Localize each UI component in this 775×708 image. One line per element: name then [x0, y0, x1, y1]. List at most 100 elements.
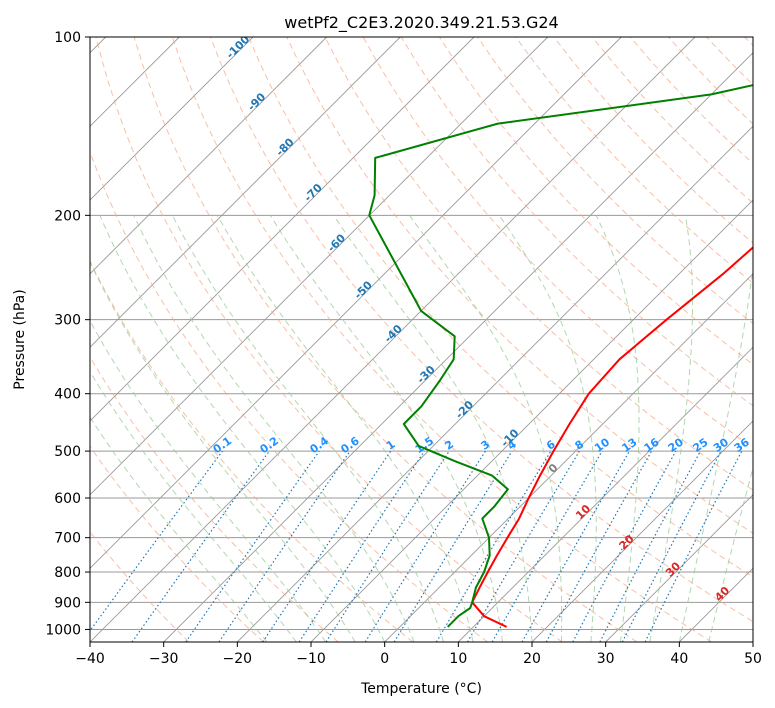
isotherm-line [310, 199, 753, 642]
dry-adiabat-line [90, 259, 414, 642]
dewpoint-line [368, 84, 753, 628]
dry-adiabat-line [90, 531, 190, 642]
dry-adiabat-line [286, 37, 753, 534]
mixing-ratio-line [90, 450, 223, 632]
dry-adiabat-line [95, 37, 563, 642]
mixing-ratio-label: 0.4 [308, 434, 332, 456]
dry-adiabat-line [210, 37, 753, 623]
isotherm-line [457, 346, 753, 642]
isotherm-line [163, 52, 753, 642]
isotherm-line [678, 567, 753, 642]
y-tick-label: 900 [54, 595, 81, 611]
dry-adiabat-line [90, 150, 488, 642]
dry-adiabat-line [744, 37, 753, 47]
isotherm-line [90, 37, 549, 496]
dry-adiabat-line [90, 445, 264, 642]
mixing-ratio-label: 1.5 [413, 434, 436, 456]
moist-adiabat-line [90, 260, 356, 642]
moist-adiabat-line [216, 215, 474, 642]
x-tick-label: −10 [296, 651, 326, 667]
dry-adiabat-line [171, 37, 712, 642]
plot-frame [89, 36, 754, 643]
isotherm-line [90, 37, 475, 422]
background-lines [90, 37, 753, 642]
mixing-ratio-line [644, 450, 743, 642]
moist-adiabat-label: 40 [712, 584, 732, 604]
dry-adiabat-line [90, 356, 339, 642]
mixing-ratio-label: 0.6 [338, 434, 362, 456]
moist-adiabat-line [595, 215, 640, 642]
mixing-ratio-line [131, 450, 270, 642]
isotherm-line [531, 420, 753, 642]
moist-adiabat-line [90, 319, 327, 642]
isotherm-line [90, 37, 401, 348]
dry-adiabat-label: -70 [302, 181, 325, 204]
dry-adiabat-line [248, 37, 753, 578]
mixing-ratio-label: 0.1 [211, 434, 234, 456]
mixing-ratio-line [521, 450, 631, 642]
mixing-ratio-label: 16 [642, 435, 662, 455]
dry-adiabat-line [706, 37, 753, 86]
x-axis: −40 −30 −20 −10 0 10 20 30 40 50 [75, 642, 762, 667]
isotherm-line [384, 273, 753, 642]
isotherm-line [90, 37, 622, 569]
mixing-ratio-line [218, 450, 351, 642]
isotherm-line [90, 37, 254, 201]
mixing-ratio-label: 10 [592, 435, 612, 455]
mixing-ratio-label: 13 [619, 436, 639, 455]
moist-adiabat-label: 30 [663, 559, 683, 579]
moist-adiabat-line [678, 264, 753, 642]
dry-adiabat-line [515, 37, 753, 284]
y-tick-label: 100 [54, 30, 81, 46]
isotherm-line [236, 125, 753, 642]
dry-adiabat-line [324, 37, 753, 491]
x-tick-label: 30 [597, 651, 615, 667]
mixing-ratio-label: 20 [666, 435, 686, 455]
mixing-ratio-label: 0.2 [258, 434, 281, 456]
mixing-ratio-line [262, 450, 392, 642]
mixing-ratio-label: 8 [573, 438, 587, 453]
y-tick-label: 1000 [45, 622, 81, 638]
dry-adiabat-line [133, 37, 638, 642]
mixing-ratio-line [325, 450, 450, 642]
moist-adiabat-line [708, 465, 753, 642]
x-axis-label: Temperature (°C) [360, 681, 482, 697]
mixing-ratio-label: 1 [384, 438, 398, 453]
moist-adiabat-line [409, 215, 563, 642]
y-axis-label: Pressure (hPa) [12, 289, 28, 389]
dry-adiabat-label: -90 [245, 90, 268, 113]
dry-adiabat-line [668, 37, 753, 125]
mixing-ratio-line [572, 450, 677, 642]
dry-adiabat-label: -30 [414, 363, 437, 386]
x-tick-label: 40 [670, 651, 688, 667]
moist-adiabat-line [269, 215, 503, 642]
mixing-ratio-label: 36 [732, 435, 752, 455]
mixing-ratio-line [185, 450, 320, 642]
x-tick-label: −40 [75, 651, 105, 667]
y-tick-label: 800 [54, 565, 81, 581]
mixing-ratio-line [364, 450, 486, 642]
dry-adiabat-label: -40 [382, 322, 405, 345]
y-tick-label: 200 [54, 208, 81, 224]
y-tick-label: 500 [54, 444, 81, 460]
y-tick-label: 700 [54, 531, 81, 547]
moist-adiabat-line [99, 215, 386, 642]
mixing-ratio-line [393, 450, 513, 642]
y-axis: 100 200 300 400 500 600 700 800 900 1000 [45, 30, 90, 638]
mixing-ratio-label: 30 [711, 435, 731, 455]
moist-adiabat-line [90, 370, 297, 642]
mixing-ratio-label: 25 [691, 436, 711, 455]
x-tick-label: 10 [449, 651, 467, 667]
mixing-ratio-label: 3 [479, 438, 493, 453]
mixing-ratio-line [466, 450, 580, 642]
dry-adiabat-label: -80 [273, 135, 296, 158]
isotherm-line [605, 494, 753, 642]
isotherm-line [752, 641, 753, 642]
dry-adiabat-label: -50 [352, 278, 375, 301]
temperature-line [471, 246, 753, 628]
x-tick-label: 20 [523, 651, 541, 667]
y-tick-label: 300 [54, 313, 81, 329]
isotherm-line [90, 37, 328, 275]
moist-adiabat-line [172, 215, 445, 642]
